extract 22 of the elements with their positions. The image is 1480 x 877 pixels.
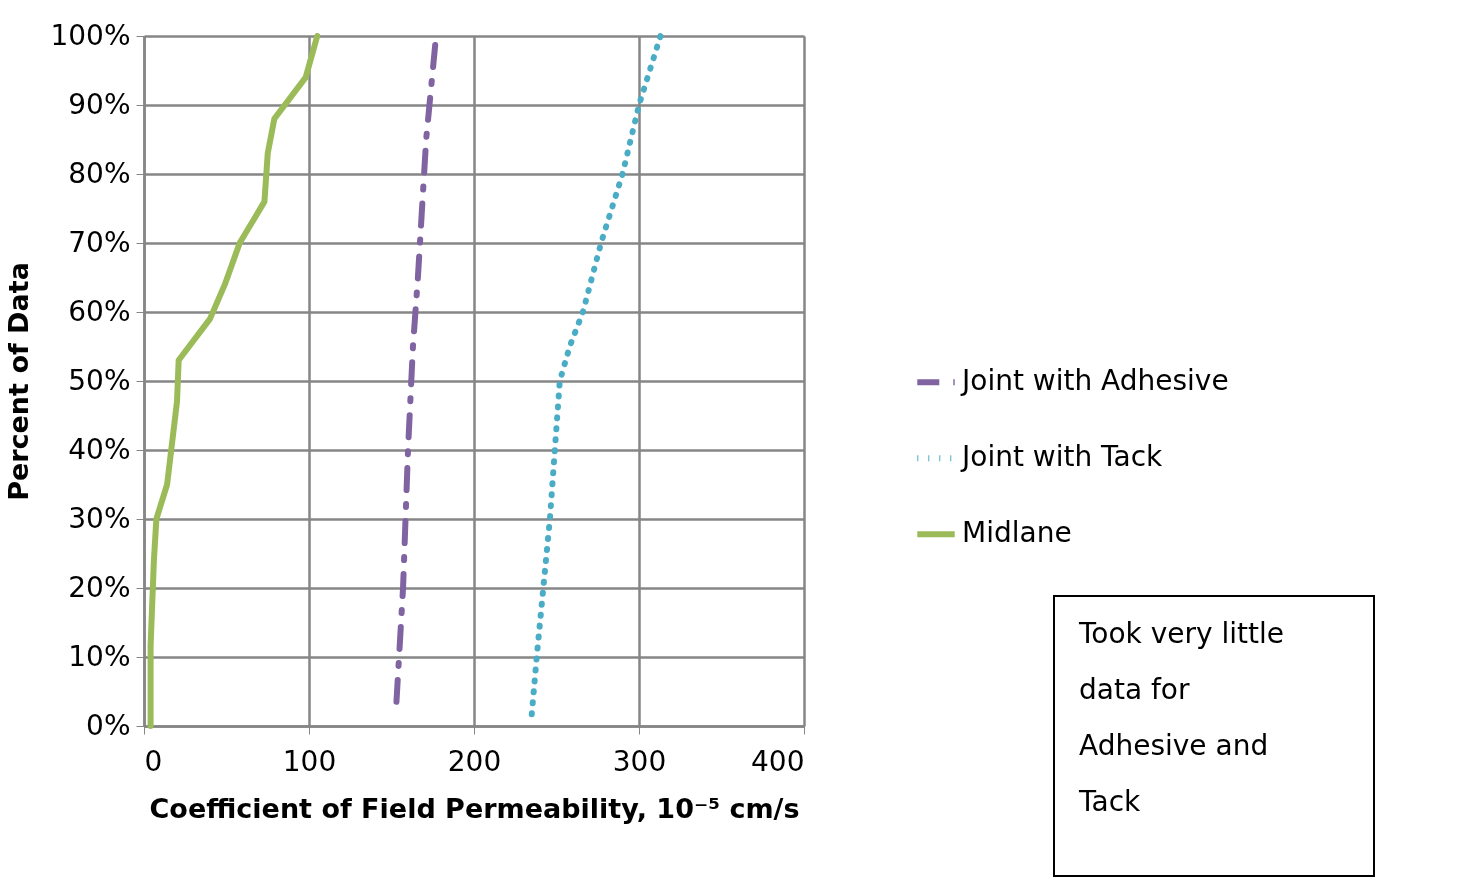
y-tick-label: 0% [86, 708, 131, 742]
legend-label: Joint with Tack [960, 440, 1164, 474]
x-axis-title: Coefficient of Field Permeability, 10⁻⁵ cm/s [149, 792, 800, 824]
y-tick-label: 70% [68, 225, 131, 259]
y-tick-label: 30% [68, 501, 131, 535]
y-tick-label: 50% [68, 363, 131, 397]
y-tick-label: 20% [68, 570, 131, 604]
x-tick-label: 0 [144, 744, 163, 778]
y-axis-title: Percent of Data [3, 262, 35, 501]
y-tick-label: 40% [68, 432, 131, 466]
x-tick-label: 300 [612, 744, 667, 778]
y-tick-label: 10% [68, 639, 131, 673]
legend-label: Joint with Adhesive [960, 364, 1229, 398]
x-tick-label: 100 [282, 744, 337, 778]
legend-label: Midlane [962, 516, 1072, 550]
y-tick-label: 90% [68, 87, 131, 121]
x-tick-label: 400 [751, 744, 805, 778]
y-tick-label: 100% [50, 18, 131, 52]
y-tick-label: 80% [68, 156, 131, 190]
text: Took very little data for Adhesive and Tack [1078, 617, 1285, 818]
y-tick-label: 60% [68, 294, 131, 328]
x-tick-label: 200 [447, 744, 502, 778]
